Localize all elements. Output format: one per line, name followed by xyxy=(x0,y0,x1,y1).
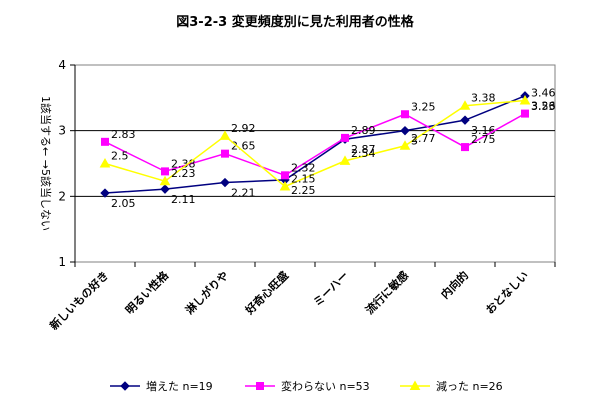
series-line xyxy=(104,95,526,194)
y-axis-label: 1該当する← →5該当しない xyxy=(39,96,53,231)
data-point xyxy=(341,133,349,142)
y-tick-label: 3 xyxy=(58,124,66,138)
data-label: 2.32 xyxy=(291,161,316,174)
legend-entry: 増えた n=19 xyxy=(146,380,213,393)
data-label: 3.46 xyxy=(531,86,556,99)
data-point xyxy=(339,155,351,165)
data-point xyxy=(220,177,230,188)
x-category-label: 内向的 xyxy=(438,268,471,301)
data-label: 3.26 xyxy=(531,100,556,113)
data-point xyxy=(460,115,470,125)
data-label: 2.89 xyxy=(351,124,376,137)
data-label: 2.23 xyxy=(171,167,196,180)
data-point xyxy=(400,125,410,136)
data-label: 2.77 xyxy=(411,132,436,145)
data-label: 2.21 xyxy=(231,187,256,200)
y-tick-label: 4 xyxy=(58,58,66,72)
data-label: 3.25 xyxy=(411,100,436,113)
x-category-label: 明るい性格 xyxy=(122,268,171,317)
legend-marker xyxy=(120,381,130,391)
data-point xyxy=(100,188,110,198)
x-category-label: 淋しがりや xyxy=(182,268,231,317)
legend-entry: 減った n=26 xyxy=(436,379,503,393)
y-tick-label: 2 xyxy=(58,189,66,203)
data-point xyxy=(281,171,289,180)
data-point xyxy=(99,157,111,168)
data-label: 2.92 xyxy=(231,122,256,135)
legend-marker xyxy=(409,380,421,390)
legend: 増えた n=19 変わらない n=53 減った n=26 xyxy=(110,379,503,393)
data-point xyxy=(401,110,409,119)
data-label: 3.38 xyxy=(471,92,496,105)
data-label: 2.25 xyxy=(291,184,316,197)
x-category-label: 流行に敏感 xyxy=(362,268,411,317)
y-tick-label: 1 xyxy=(58,255,66,269)
data-label: 3 xyxy=(411,135,418,148)
x-category-label: 好奇心旺盛 xyxy=(242,268,291,317)
data-label: 2.38 xyxy=(171,157,196,170)
data-label: 2.75 xyxy=(471,133,496,146)
data-point xyxy=(521,109,529,118)
data-label: 2.87 xyxy=(351,143,376,156)
data-label: 2.05 xyxy=(111,197,136,210)
data-point xyxy=(221,149,229,158)
x-category-label: おとなしい xyxy=(483,269,531,317)
x-category-label: ミーハー xyxy=(311,269,351,309)
data-point xyxy=(219,130,231,140)
chart-title: 図3-2-3 変更頻度別に見た利用者の性格 xyxy=(176,14,414,30)
data-point xyxy=(519,94,531,105)
data-point xyxy=(101,137,109,146)
legend-entry: 変わらない n=53 xyxy=(281,379,370,393)
data-label: 2.65 xyxy=(231,140,256,153)
series-2: 2.83 2.38 2.65 2.32 2.89 3.25 2.75 3.26 xyxy=(101,100,556,180)
x-category-label: 新しいもの好き xyxy=(47,268,111,332)
data-point xyxy=(399,140,411,150)
legend-marker xyxy=(256,382,264,390)
data-point xyxy=(279,180,291,191)
series-line xyxy=(104,112,526,177)
data-point xyxy=(161,167,169,176)
data-label: 2.11 xyxy=(171,193,196,206)
data-label: 2.83 xyxy=(111,128,136,141)
series-3: 2.5 2.23 2.92 2.15 2.54 2.77 3.38 3.46 xyxy=(99,86,556,191)
data-point xyxy=(160,184,170,194)
data-label: 3.53 xyxy=(531,100,556,113)
data-point xyxy=(159,175,171,186)
series-line xyxy=(104,99,526,188)
data-label: 2.54 xyxy=(351,147,376,160)
data-label: 2.5 xyxy=(111,150,129,163)
data-point xyxy=(459,100,471,110)
data-label: 2.15 xyxy=(291,172,316,185)
data-point xyxy=(461,143,469,152)
